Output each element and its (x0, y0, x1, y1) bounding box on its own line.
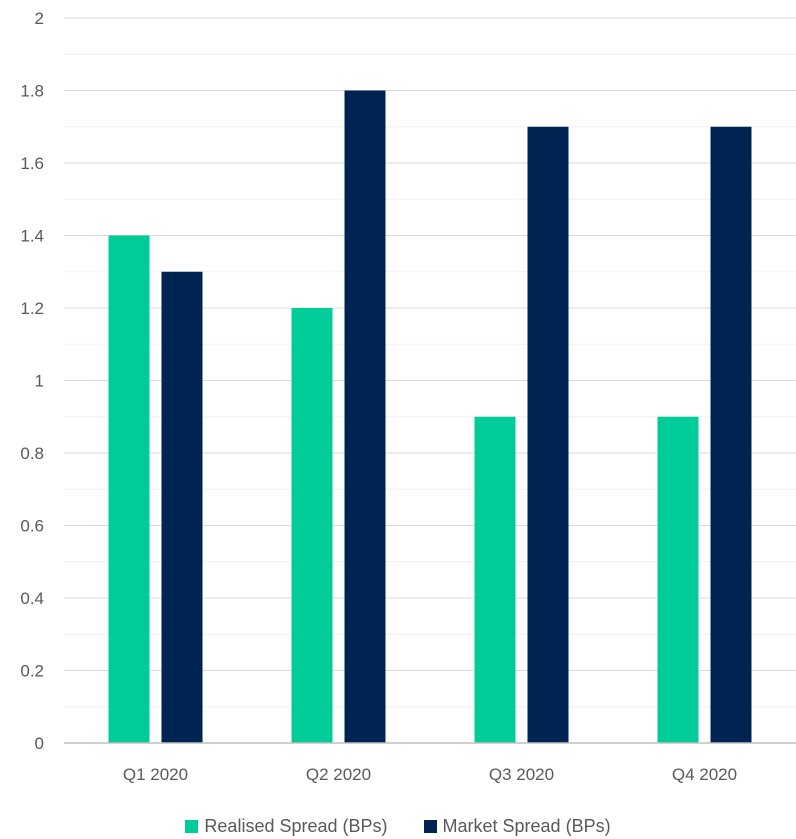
y-tick-label: 2 (35, 9, 44, 28)
y-tick-label: 0.2 (20, 662, 44, 681)
x-tick-label: Q3 2020 (489, 765, 554, 784)
x-axis-ticks: Q1 2020 Q2 2020 Q3 2020 Q4 2020 (123, 765, 737, 784)
legend-item-market: Market Spread (BPs) (423, 816, 611, 836)
x-tick-label: Q2 2020 (306, 765, 371, 784)
legend-label-market: Market Spread (BPs) (442, 816, 611, 836)
y-tick-label: 1.8 (20, 82, 44, 101)
x-tick-label: Q4 2020 (672, 765, 737, 784)
bar-realised-q2-2020 (291, 308, 333, 743)
bar-realised-q1-2020 (108, 235, 150, 743)
y-tick-label: 1 (35, 372, 44, 391)
bar-market-q4-2020 (710, 126, 752, 743)
y-tick-label: 0.4 (20, 589, 44, 608)
bar-realised-q3-2020 (474, 416, 516, 743)
legend: Realised Spread (BPs) Market Spread (BPs… (0, 816, 796, 836)
y-tick-label: 1.2 (20, 299, 44, 318)
bars (108, 90, 752, 743)
y-tick-label: 0 (35, 734, 44, 753)
y-tick-label: 0.6 (20, 517, 44, 536)
legend-swatch-market (423, 819, 437, 833)
bar-market-q2-2020 (344, 90, 386, 743)
bar-market-q1-2020 (161, 271, 203, 743)
y-tick-label: 1.6 (20, 154, 44, 173)
y-tick-label: 1.4 (20, 227, 44, 246)
bar-chart: 0 0.2 0.4 0.6 0.8 1 1.2 1.4 1.6 1.8 2 Q1 2020 Q2 20… (20, 9, 796, 784)
legend-item-realised: Realised Spread (BPs) (185, 816, 388, 836)
y-axis-ticks: 0 0.2 0.4 0.6 0.8 1 1.2 1.4 1.6 1.8 2 (20, 9, 44, 753)
x-tick-label: Q1 2020 (123, 765, 188, 784)
legend-swatch-realised (185, 819, 199, 833)
bar-realised-q4-2020 (657, 416, 699, 743)
y-tick-label: 0.8 (20, 444, 44, 463)
bar-market-q3-2020 (527, 126, 569, 743)
legend-label-realised: Realised Spread (BPs) (204, 816, 388, 836)
